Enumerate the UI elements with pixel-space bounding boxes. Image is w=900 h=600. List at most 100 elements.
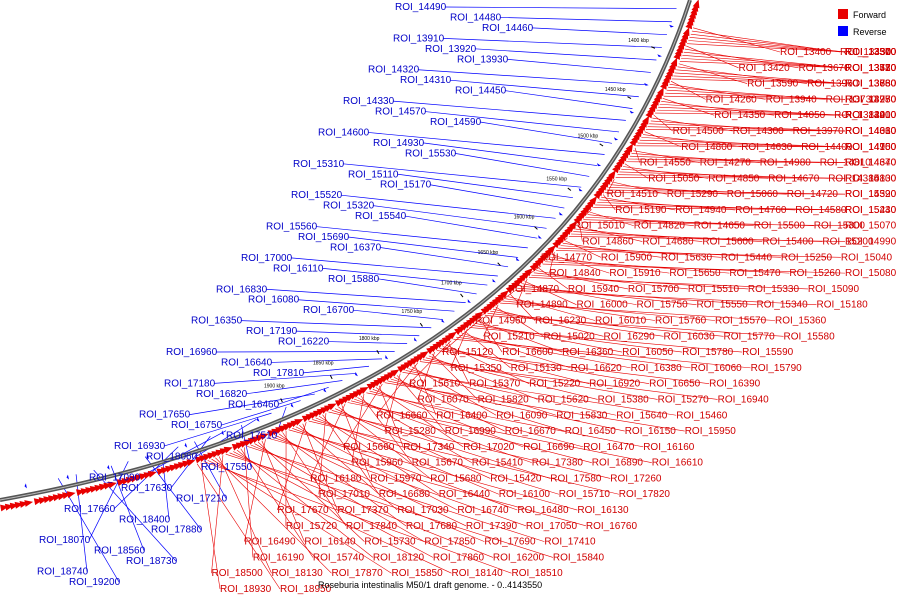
forward-roi-label[interactable]: ROI_16150 — [625, 426, 677, 437]
reverse-roi-label[interactable]: ROI_14320 — [368, 65, 420, 76]
reverse-roi-label[interactable]: ROI_16700 — [303, 305, 355, 316]
forward-roi-label[interactable]: ROI_17020 — [463, 442, 515, 453]
forward-roi-label[interactable]: ROI_14350 — [714, 110, 766, 121]
reverse-roi-label[interactable]: ROI_15310 — [293, 159, 345, 170]
forward-roi-label[interactable]: ROI_16380 — [631, 363, 683, 374]
reverse-roi-label[interactable]: ROI_15320 — [323, 201, 375, 212]
reverse-roi-label[interactable]: ROI_14930 — [373, 138, 425, 149]
forward-roi-label[interactable]: ROI_15510 — [688, 284, 740, 295]
forward-roi-label[interactable]: ROI_14810 — [820, 158, 872, 169]
forward-roi-label[interactable]: ROI_13590 — [747, 79, 799, 90]
forward-roi-label[interactable]: ROI_14270 — [700, 158, 752, 169]
reverse-roi-label[interactable]: ROI_14450 — [455, 86, 507, 97]
forward-roi-label[interactable]: ROI_16000 — [577, 300, 629, 311]
forward-roi-label[interactable]: ROI_14400 — [801, 142, 853, 153]
forward-roi-label[interactable]: ROI_15210 — [484, 331, 536, 342]
forward-roi-label[interactable]: ROI_14860 — [582, 237, 634, 248]
reverse-roi-label[interactable]: ROI_17650 — [139, 410, 191, 421]
forward-roi-label[interactable]: ROI_13570 — [845, 47, 897, 58]
reverse-roi-label[interactable]: ROI_13930 — [457, 54, 509, 65]
forward-roi-label[interactable]: ROI_15080 — [845, 268, 897, 279]
forward-roi-label[interactable]: ROI_15760 — [655, 316, 707, 327]
reverse-roi-label[interactable]: ROI_14590 — [430, 117, 482, 128]
forward-roi-label[interactable]: ROI_14300 — [733, 126, 785, 137]
reverse-roi-label[interactable]: ROI_16220 — [278, 337, 330, 348]
reverse-roi-label[interactable]: ROI_17550 — [201, 462, 253, 473]
forward-roi-label[interactable]: ROI_15200 — [822, 237, 874, 248]
forward-roi-label[interactable]: ROI_16480 — [517, 505, 569, 516]
forward-roi-label[interactable]: ROI_15790 — [751, 363, 803, 374]
forward-roi-label[interactable]: ROI_14650 — [694, 221, 746, 232]
reverse-roi-label[interactable]: ROI_15880 — [328, 274, 380, 285]
forward-roi-label[interactable]: ROI_18930 — [220, 584, 272, 595]
reverse-roi-label[interactable]: ROI_17810 — [253, 368, 305, 379]
forward-roi-label[interactable]: ROI_15330 — [748, 284, 800, 295]
forward-roi-label[interactable]: ROI_15180 — [817, 300, 869, 311]
forward-roi-label[interactable]: ROI_13950 — [845, 94, 897, 105]
forward-roi-label[interactable]: ROI_17390 — [466, 521, 518, 532]
forward-roi-label[interactable]: ROI_15020 — [544, 331, 596, 342]
reverse-roi-label[interactable]: ROI_19200 — [69, 577, 121, 588]
forward-roi-label[interactable]: ROI_15360 — [775, 316, 827, 327]
forward-roi-label[interactable]: ROI_17580 — [550, 473, 602, 484]
reverse-roi-label[interactable]: ROI_17000 — [241, 253, 293, 264]
forward-roi-label[interactable]: ROI_16990 — [445, 426, 497, 437]
forward-roi-label[interactable]: ROI_15620 — [538, 395, 590, 406]
forward-roi-label[interactable]: ROI_14160 — [845, 142, 897, 153]
forward-roi-label[interactable]: ROI_16650 — [649, 379, 701, 390]
forward-roi-label[interactable]: ROI_14510 — [607, 189, 659, 200]
forward-roi-label[interactable]: ROI_16400 — [436, 410, 488, 421]
forward-roi-label[interactable]: ROI_16100 — [499, 489, 551, 500]
forward-roi-label[interactable]: ROI_16740 — [457, 505, 509, 516]
forward-roi-label[interactable]: ROI_15680 — [430, 473, 482, 484]
forward-roi-label[interactable]: ROI_15190 — [615, 205, 667, 216]
forward-roi-label[interactable]: ROI_15430 — [845, 205, 897, 216]
forward-roi-label[interactable]: ROI_13500 — [845, 47, 897, 58]
forward-roi-label[interactable]: ROI_14850 — [708, 173, 760, 184]
forward-roi-label[interactable]: ROI_14360 — [845, 126, 897, 137]
forward-roi-label[interactable]: ROI_17050 — [526, 521, 578, 532]
reverse-roi-label[interactable]: ROI_18070 — [39, 535, 91, 546]
forward-roi-label[interactable]: ROI_15740 — [313, 552, 365, 563]
reverse-roi-label[interactable]: ROI_18400 — [119, 514, 171, 525]
forward-roi-label[interactable]: ROI_17820 — [619, 489, 671, 500]
reverse-roi-label[interactable]: ROI_15560 — [266, 222, 318, 233]
forward-roi-label[interactable]: ROI_14800 — [681, 142, 733, 153]
forward-roi-label[interactable]: ROI_15070 — [845, 221, 897, 232]
forward-roi-label[interactable]: ROI_15660 — [343, 442, 395, 453]
forward-roi-label[interactable]: ROI_14760 — [735, 205, 787, 216]
forward-roi-label[interactable]: ROI_15290 — [667, 189, 719, 200]
forward-roi-label[interactable]: ROI_15910 — [609, 268, 661, 279]
forward-roi-label[interactable]: ROI_16600 — [502, 347, 554, 358]
forward-roi-label[interactable]: ROI_17840 — [346, 521, 398, 532]
forward-roi-label[interactable]: ROI_16180 — [310, 473, 362, 484]
forward-roi-label[interactable]: ROI_13710 — [845, 63, 897, 74]
forward-roi-label[interactable]: ROI_15270 — [658, 395, 710, 406]
forward-roi-label[interactable]: ROI_13670 — [799, 63, 851, 74]
forward-roi-label[interactable]: ROI_13580 — [845, 63, 897, 74]
forward-roi-label[interactable]: ROI_14640 — [845, 158, 897, 169]
reverse-roi-label[interactable]: ROI_15520 — [291, 190, 343, 201]
forward-roi-label[interactable]: ROI_15670 — [412, 458, 464, 469]
forward-roi-label[interactable]: ROI_16490 — [244, 537, 296, 548]
forward-roi-label[interactable]: ROI_15600 — [702, 237, 754, 248]
reverse-roi-label[interactable]: ROI_15110 — [348, 169, 399, 180]
reverse-roi-label[interactable]: ROI_16370 — [330, 243, 382, 254]
reverse-roi-label[interactable]: ROI_13920 — [425, 44, 477, 55]
reverse-roi-label[interactable]: ROI_15540 — [355, 211, 407, 222]
forward-roi-label[interactable]: ROI_15260 — [789, 268, 841, 279]
reverse-roi-label[interactable]: ROI_18560 — [94, 546, 146, 557]
forward-roi-label[interactable]: ROI_14830 — [845, 173, 897, 184]
forward-roi-label[interactable]: ROI_15280 — [385, 426, 437, 437]
forward-roi-label[interactable]: ROI_14960 — [475, 316, 527, 327]
forward-roi-label[interactable]: ROI_17870 — [332, 568, 384, 579]
forward-roi-label[interactable]: ROI_13400 — [780, 47, 832, 58]
forward-roi-label[interactable]: ROI_17340 — [403, 442, 455, 453]
forward-roi-label[interactable]: ROI_13970 — [793, 126, 845, 137]
forward-roi-label[interactable]: ROI_16010 — [595, 316, 647, 327]
forward-roi-label[interactable]: ROI_13470 — [845, 63, 897, 74]
forward-roi-label[interactable]: ROI_15830 — [556, 410, 608, 421]
forward-roi-label[interactable]: ROI_16470 — [583, 442, 635, 453]
reverse-roi-label[interactable]: ROI_16830 — [216, 284, 268, 295]
reverse-roi-label[interactable]: ROI_17880 — [151, 525, 203, 536]
